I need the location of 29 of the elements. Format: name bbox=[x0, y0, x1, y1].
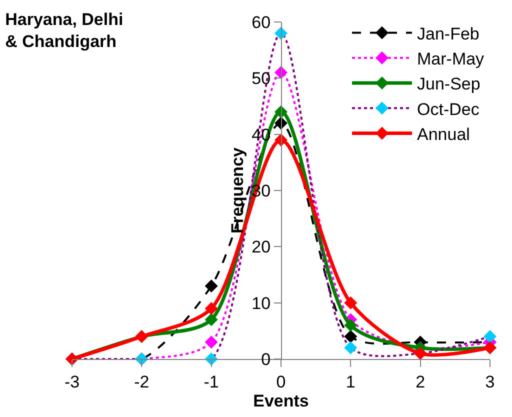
legend-label: Jun-Sep bbox=[417, 74, 480, 94]
point bbox=[204, 302, 218, 315]
x-tick-label: -2 bbox=[134, 372, 150, 392]
chart-title: Haryana, Delhi & Chandigarh bbox=[5, 10, 124, 52]
point bbox=[344, 296, 358, 310]
x-tick-label: -3 bbox=[64, 372, 80, 392]
legend-label: Jan-Feb bbox=[417, 24, 480, 44]
y-tick-label: 10 bbox=[252, 294, 271, 313]
legend-label: Oct-Dec bbox=[417, 100, 480, 119]
x-tick-label: 1 bbox=[346, 372, 356, 392]
y-tick-label: 20 bbox=[252, 238, 271, 257]
point bbox=[344, 330, 358, 344]
y-tick-label: 50 bbox=[252, 69, 271, 88]
x-tick-label: 0 bbox=[276, 372, 286, 392]
x-tick-label: 3 bbox=[485, 372, 495, 392]
x-tick-label: 2 bbox=[416, 372, 426, 392]
y-tick-label: 0 bbox=[261, 350, 271, 369]
point bbox=[484, 330, 496, 344]
point bbox=[204, 336, 218, 349]
point bbox=[204, 279, 218, 292]
y-axis-title: Frequency bbox=[228, 146, 248, 234]
y-tick-label: 60 bbox=[252, 12, 271, 32]
x-tick-label: -1 bbox=[204, 372, 219, 392]
legend-label: Mar-May bbox=[417, 50, 485, 69]
point bbox=[204, 313, 218, 326]
x-axis-title: Events bbox=[253, 391, 309, 410]
point bbox=[344, 341, 358, 354]
legend-label: Annual bbox=[417, 124, 470, 144]
point bbox=[344, 318, 358, 332]
